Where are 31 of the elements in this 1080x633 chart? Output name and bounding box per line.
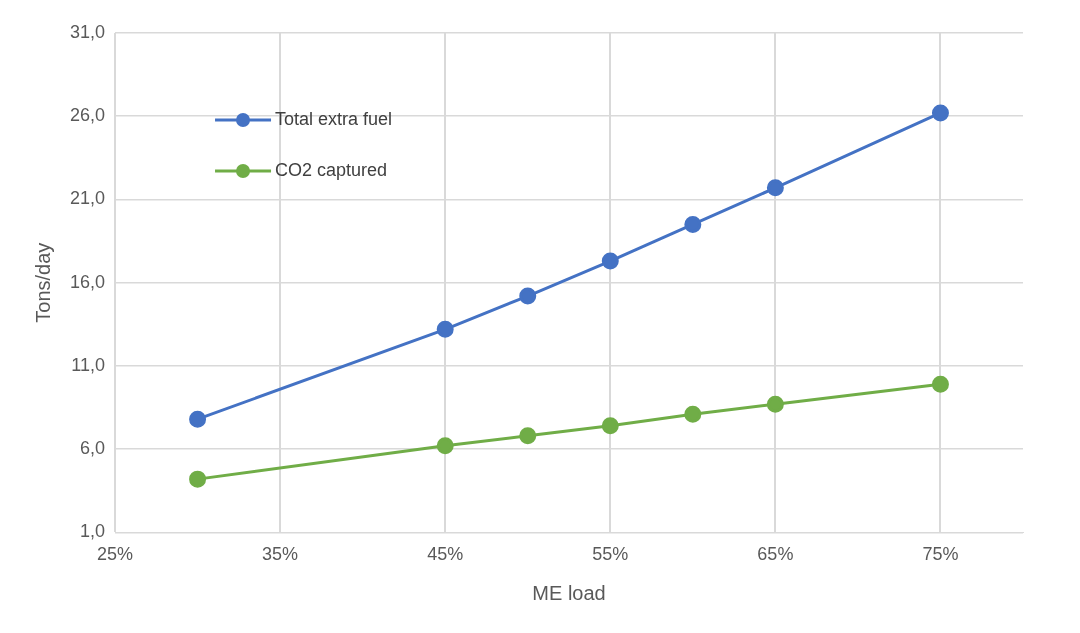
y-tick-label: 31,0 bbox=[69, 21, 106, 42]
x-tick-label: 65% bbox=[757, 544, 794, 565]
y-tick-label: 21,0 bbox=[69, 188, 106, 209]
point bbox=[601, 417, 619, 435]
y-axis-title: Tons/day bbox=[31, 242, 54, 323]
point bbox=[519, 287, 537, 305]
point bbox=[519, 427, 537, 445]
point bbox=[766, 395, 784, 413]
point bbox=[189, 410, 207, 428]
x-tick-label: 25% bbox=[97, 544, 134, 565]
x-tick-label: 75% bbox=[922, 544, 959, 565]
x-tick-label: 55% bbox=[592, 544, 629, 565]
x-tick-label: 45% bbox=[427, 544, 464, 565]
point bbox=[189, 470, 207, 488]
y-tick-label: 16,0 bbox=[69, 271, 106, 292]
point bbox=[931, 104, 949, 122]
point bbox=[684, 405, 702, 423]
point bbox=[684, 215, 702, 233]
y-tick-label: 1,0 bbox=[80, 521, 106, 542]
point bbox=[931, 375, 949, 393]
y-tick-label: 26,0 bbox=[69, 105, 106, 126]
point bbox=[766, 179, 784, 197]
x-tick-label: 35% bbox=[262, 544, 299, 565]
y-tick-label: 11,0 bbox=[71, 354, 106, 375]
y-tick-label: 6,0 bbox=[80, 438, 106, 459]
point bbox=[436, 437, 454, 455]
legend-label: CO2 captured bbox=[275, 159, 388, 180]
x-axis-title: ME load bbox=[532, 581, 606, 604]
legend-label: Total extra fuel bbox=[275, 108, 393, 129]
point bbox=[436, 320, 454, 338]
point bbox=[601, 252, 619, 270]
